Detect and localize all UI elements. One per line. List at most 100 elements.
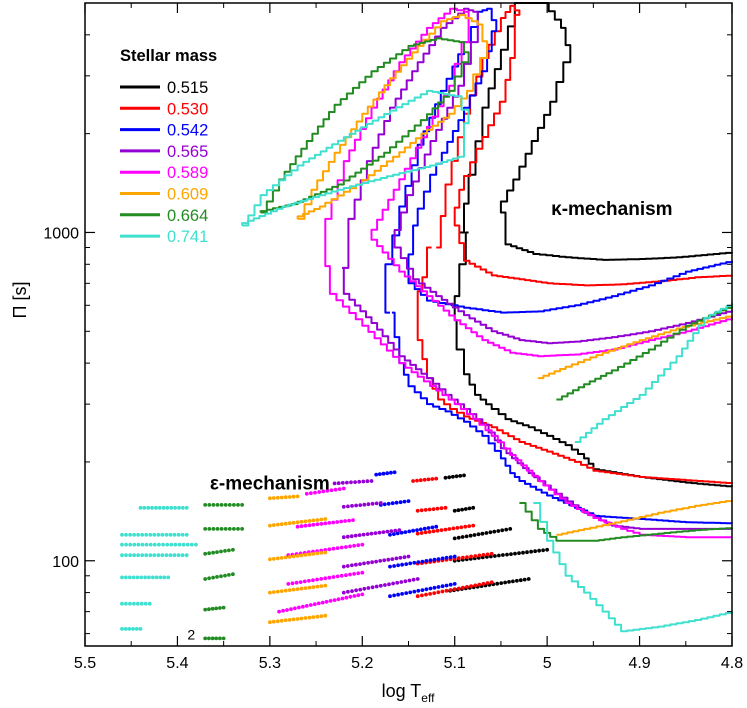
- series-0.664-upper: [259, 37, 470, 214]
- epsilon-point-0.565: [378, 583, 383, 588]
- epsilon-point-0.515: [458, 474, 463, 478]
- y-tick-label: 100: [52, 554, 79, 571]
- epsilon-point-0.530: [451, 526, 456, 531]
- epsilon-point-0.741: [156, 553, 161, 558]
- epsilon-point-0.565: [358, 503, 363, 507]
- epsilon-point-0.609: [311, 585, 316, 589]
- epsilon-point-0.589: [328, 599, 333, 603]
- epsilon-point-0.741: [154, 575, 159, 580]
- epsilon-point-0.530: [471, 523, 476, 528]
- epsilon-point-0.565: [345, 534, 350, 539]
- epsilon-point-0.565: [399, 580, 404, 584]
- epsilon-point-0.609: [295, 617, 300, 621]
- epsilon-point-0.530: [432, 591, 437, 595]
- epsilon-point-0.609: [283, 521, 288, 526]
- epsilon-point-0.515: [476, 532, 481, 537]
- epsilon-point-0.589: [303, 523, 308, 528]
- epsilon-point-0.664: [232, 527, 236, 531]
- epsilon-point-0.609: [299, 553, 304, 558]
- epsilon-point-0.741: [127, 575, 132, 580]
- epsilon-point-0.565: [385, 529, 390, 534]
- epsilon-point-0.565: [370, 560, 374, 565]
- epsilon-point-0.609: [323, 517, 328, 521]
- series-0.515-lower: [453, 231, 733, 488]
- epsilon-point-0.515: [499, 581, 504, 585]
- epsilon-point-0.589: [315, 577, 319, 582]
- epsilon-point-0.530: [461, 585, 465, 590]
- epsilon-point-0.542: [388, 594, 392, 599]
- epsilon-point-0.565: [341, 504, 346, 509]
- epsilon-point-0.664: [219, 574, 223, 579]
- epsilon-point-0.530: [481, 553, 486, 557]
- epsilon-point-0.741: [177, 542, 182, 547]
- epsilon-point-0.515: [511, 579, 515, 584]
- epsilon-point-0.565: [341, 590, 346, 595]
- epsilon-point-0.609: [283, 588, 288, 593]
- epsilon-point-0.530: [473, 554, 478, 558]
- epsilon-point-0.542: [377, 472, 382, 476]
- epsilon-point-0.741: [136, 542, 141, 547]
- epsilon-point-0.589: [307, 578, 311, 583]
- epsilon-point-0.530: [456, 556, 461, 561]
- epsilon-point-0.589: [311, 522, 316, 527]
- epsilon-point-0.609: [299, 616, 304, 621]
- epsilon-point-0.589: [315, 522, 320, 527]
- epsilon-point-0.664: [215, 527, 220, 531]
- epsilon-point-0.530: [467, 524, 472, 528]
- epsilon-point-0.609: [268, 496, 272, 501]
- epsilon-point-0.741: [148, 532, 153, 537]
- epsilon-point-0.530: [427, 507, 432, 512]
- epsilon-point-0.565: [378, 559, 383, 563]
- epsilon-point-0.609: [319, 584, 324, 588]
- axis-ticks: 5.5 5.4 5.3 5.2 5.1 5 4.9 4.8 100 1000: [43, 2, 743, 672]
- epsilon-point-0.589: [351, 518, 355, 522]
- epsilon-point-0.609: [315, 518, 320, 522]
- epsilon-point-0.515: [537, 548, 541, 553]
- epsilon-point-0.530: [420, 593, 424, 598]
- epsilon-point-0.609: [291, 554, 296, 559]
- epsilon-point-0.589: [327, 575, 332, 580]
- epsilon-point-0.515: [515, 578, 519, 583]
- epsilon-point-0.609: [287, 495, 292, 499]
- epsilon-point-0.515: [496, 529, 501, 533]
- epsilon-point-0.664: [203, 527, 208, 531]
- epsilon-point-0.589: [313, 490, 317, 495]
- series-0.741-lower: [533, 502, 733, 633]
- epsilon-point-0.589: [323, 521, 328, 526]
- epsilon-point-0.542: [420, 559, 425, 564]
- epsilon-point-0.664: [211, 503, 216, 507]
- epsilon-point-0.609: [291, 494, 296, 499]
- epsilon-point-0.589: [311, 578, 315, 583]
- epsilon-point-0.741: [185, 542, 190, 547]
- epsilon-point-0.609: [268, 557, 272, 562]
- x-tick-label: 5: [543, 655, 552, 672]
- epsilon-point-0.565: [387, 582, 391, 587]
- series-0.664-lower: [519, 502, 733, 542]
- epsilon-point-0.609: [303, 553, 308, 557]
- epsilon-point-0.565: [353, 480, 357, 484]
- epsilon-point-0.664: [221, 605, 226, 610]
- epsilon-point-0.589: [297, 605, 301, 610]
- epsilon-point-0.741: [166, 575, 171, 580]
- epsilon-point-0.565: [382, 558, 387, 563]
- epsilon-point-0.589: [344, 573, 348, 578]
- epsilon-point-0.542: [392, 564, 396, 568]
- epsilon-point-0.530: [452, 587, 457, 592]
- epsilon-point-0.741: [176, 532, 181, 537]
- x-tick-label: 5.3: [259, 655, 281, 672]
- epsilon-point-0.565: [378, 501, 383, 505]
- epsilon-point-0.530: [424, 592, 428, 597]
- epsilon-point-0.565: [390, 557, 395, 561]
- epsilon-point-0.609: [299, 586, 304, 591]
- epsilon-point-0.741: [169, 542, 174, 547]
- epsilon-point-0.515: [447, 475, 452, 480]
- epsilon-point-0.664: [207, 607, 211, 612]
- epsilon-point-0.515: [463, 507, 468, 511]
- epsilon-point-0.530: [489, 551, 494, 556]
- epsilon-point-0.741: [124, 553, 128, 558]
- epsilon-point-0.741: [147, 575, 151, 580]
- epsilon-point-0.565: [357, 479, 362, 484]
- epsilon-point-0.530: [436, 590, 441, 595]
- epsilon-point-0.741: [132, 553, 137, 558]
- epsilon-point-0.542: [374, 472, 379, 477]
